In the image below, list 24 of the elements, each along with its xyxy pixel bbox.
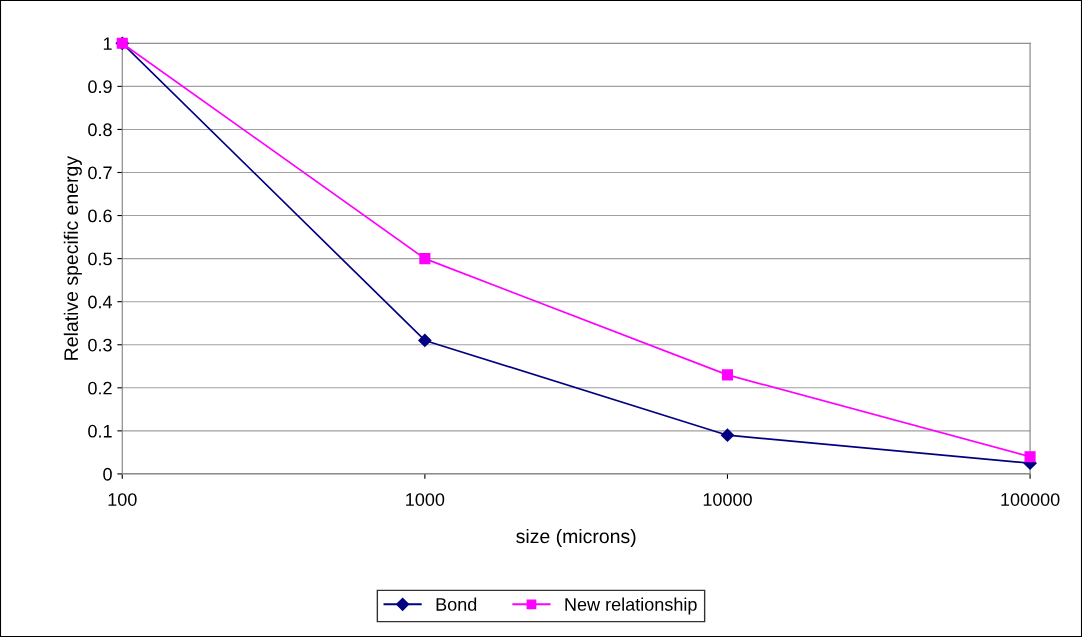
y-tick-label: 1 xyxy=(103,37,112,50)
legend-label: New relationship xyxy=(565,597,697,615)
y-tick-label: 0 xyxy=(103,467,112,481)
x-tick-label: 100 xyxy=(108,493,137,506)
y-tick-label: 0.4 xyxy=(88,295,113,309)
x-tick-label: 100000 xyxy=(1001,493,1060,506)
y-tick-label: 0.6 xyxy=(88,209,112,223)
y-tick-label: 0.9 xyxy=(88,80,112,94)
point xyxy=(418,333,432,348)
x-axis-title: size (microns) xyxy=(516,528,636,548)
point xyxy=(419,253,431,265)
y-axis-title: Relative specific energy xyxy=(63,155,82,360)
y-tick-label: 0.8 xyxy=(88,123,112,137)
x-tick-label: 10000 xyxy=(703,493,752,506)
legend-label: Bond xyxy=(436,597,477,611)
y-tick-label: 0.1 xyxy=(88,424,112,438)
y-tick-label: 0.3 xyxy=(88,338,112,352)
point xyxy=(1024,451,1036,463)
y-tick-label: 0.5 xyxy=(88,252,112,266)
point xyxy=(720,428,735,442)
y-tick-label: 0.7 xyxy=(88,166,112,180)
y-tick-label: 0.2 xyxy=(88,381,112,395)
x-tick-label: 1000 xyxy=(406,493,445,506)
point xyxy=(721,369,734,381)
